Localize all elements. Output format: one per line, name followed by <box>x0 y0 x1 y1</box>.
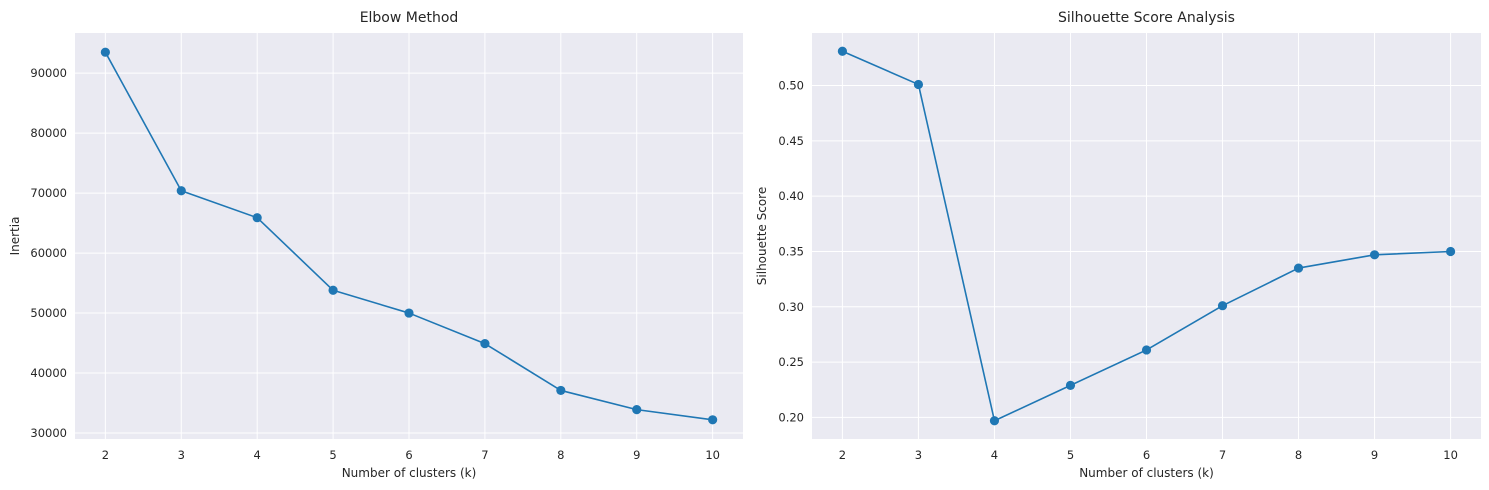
elbow-x-tick-label: 7 <box>481 448 488 462</box>
elbow-data-point <box>556 385 566 396</box>
elbow-x-tick-label: 10 <box>705 448 720 462</box>
elbow-chart: 2 3 4 5 6 7 8 9 10 30000 40000 50000 60000 70000 80000… <box>8 10 743 480</box>
elbow-data-point <box>404 308 414 318</box>
elbow-y-tick-label: 50000 <box>30 306 67 320</box>
elbow-x-tick-label: 4 <box>254 448 261 462</box>
silhouette-y-tick-label: 0.30 <box>778 300 804 314</box>
elbow-x-axis-label: Number of clusters (k) <box>342 466 477 480</box>
silhouette-y-tick-label: 0.45 <box>778 134 804 148</box>
silhouette-x-tick-label: 10 <box>1443 448 1458 462</box>
silhouette-x-tick-label: 3 <box>915 448 922 462</box>
silhouette-x-tick-label: 2 <box>839 448 846 462</box>
elbow-x-tick-label: 5 <box>329 448 336 462</box>
elbow-chart-title: Elbow Method <box>360 10 459 26</box>
silhouette-x-tick-label: 6 <box>1143 448 1150 462</box>
elbow-y-tick-label: 40000 <box>30 366 67 380</box>
elbow-x-tick-label: 8 <box>557 448 564 462</box>
silhouette-x-tick-label: 4 <box>991 448 998 462</box>
elbow-data-point <box>480 339 490 349</box>
silhouette-data-point <box>1141 345 1152 355</box>
elbow-data-point <box>708 415 718 425</box>
elbow-x-tick-label: 3 <box>178 448 185 462</box>
elbow-y-tick-label: 30000 <box>30 426 67 440</box>
silhouette-y-tick-label: 0.50 <box>778 79 804 93</box>
elbow-x-tick-label: 2 <box>102 448 109 462</box>
elbow-data-point <box>328 285 338 295</box>
elbow-y-tick-label: 60000 <box>30 246 67 260</box>
elbow-y-tick-label: 90000 <box>30 66 67 80</box>
elbow-y-axis-label: Inertia <box>8 217 22 256</box>
silhouette-chart: 2 3 4 5 6 7 8 9 10 0.20 0.25 0.30 0.35 0.40 0.45 0.50 Si… <box>755 10 1481 480</box>
silhouette-x-tick-label: 7 <box>1219 448 1226 462</box>
silhouette-y-tick-label: 0.25 <box>778 355 804 369</box>
silhouette-y-tick-label: 0.35 <box>778 244 804 258</box>
elbow-y-tick-label: 80000 <box>30 126 67 140</box>
silhouette-data-point <box>1065 380 1076 390</box>
elbow-x-tick-label: 6 <box>405 448 412 462</box>
silhouette-data-point <box>837 46 848 56</box>
silhouette-y-tick-label: 0.40 <box>778 189 804 203</box>
silhouette-y-tick-label: 0.20 <box>778 410 804 424</box>
elbow-y-tick-label: 70000 <box>30 186 67 200</box>
silhouette-data-point <box>1445 246 1456 257</box>
silhouette-x-tick-label: 9 <box>1371 448 1378 462</box>
silhouette-data-point <box>1369 250 1380 260</box>
silhouette-data-point <box>913 79 924 90</box>
silhouette-x-axis-label: Number of clusters (k) <box>1079 466 1214 480</box>
elbow-data-point <box>100 47 110 57</box>
silhouette-y-axis-label: Silhouette Score <box>755 187 769 285</box>
elbow-x-tick-label: 9 <box>633 448 640 462</box>
elbow-data-point <box>632 405 642 415</box>
silhouette-data-point <box>1217 301 1228 311</box>
silhouette-x-tick-label: 5 <box>1067 448 1074 462</box>
elbow-data-point <box>252 213 262 223</box>
silhouette-data-point <box>989 416 1000 426</box>
elbow-data-point <box>176 186 186 196</box>
silhouette-chart-title: Silhouette Score Analysis <box>1058 10 1235 26</box>
silhouette-x-tick-label: 8 <box>1295 448 1302 462</box>
silhouette-data-point <box>1293 263 1304 273</box>
